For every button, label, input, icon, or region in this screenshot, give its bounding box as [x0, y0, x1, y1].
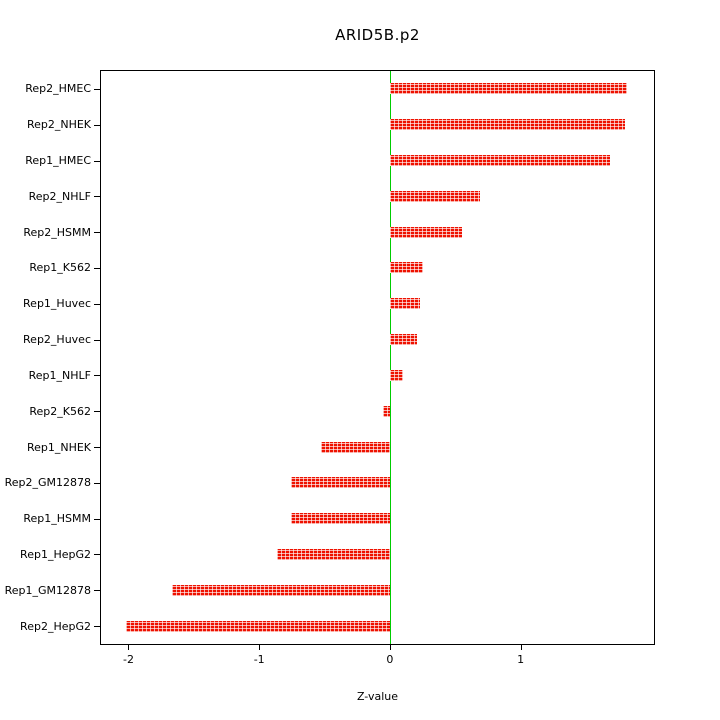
y-axis-tick	[94, 339, 100, 341]
y-tick-label: Rep1_HSMM	[23, 512, 91, 526]
y-axis-tick	[94, 626, 100, 628]
y-tick-label: Rep1_HMEC	[25, 154, 91, 168]
y-axis-tick	[94, 411, 100, 413]
bar	[389, 334, 418, 346]
x-axis-tick	[259, 644, 261, 650]
bar	[125, 620, 390, 632]
x-tick-label: 1	[517, 653, 525, 666]
y-axis-tick	[94, 375, 100, 377]
bar	[290, 477, 390, 489]
x-axis-tick	[128, 644, 130, 650]
y-tick-label: Rep2_HSMM	[23, 225, 91, 239]
y-axis-tick	[94, 554, 100, 556]
bar	[320, 441, 390, 453]
y-tick-label: Rep2_HepG2	[20, 619, 91, 633]
bar	[389, 119, 626, 131]
y-axis-tick	[94, 447, 100, 449]
y-axis-tick	[94, 267, 100, 269]
bar	[389, 83, 627, 95]
y-axis-tick	[94, 124, 100, 126]
x-tick-label: -2	[122, 653, 134, 666]
bar	[389, 262, 423, 274]
y-tick-label: Rep2_NHLF	[28, 189, 91, 203]
plot-area: -2 -1 0 1 Rep2_HMEC Rep2_NHEK Rep1_HMEC Rep2_NH…	[5, 70, 655, 666]
bar	[277, 548, 390, 560]
bar	[383, 405, 390, 417]
y-axis-tick	[94, 303, 100, 305]
y-tick-label: Rep1_HepG2	[20, 547, 91, 561]
y-axis-tick	[94, 88, 100, 90]
y-tick-label: Rep2_NHEK	[26, 118, 91, 132]
y-axis-tick	[94, 590, 100, 592]
y-axis-tick	[94, 160, 100, 162]
y-tick-label: Rep1_K562	[29, 261, 91, 275]
y-axis-tick	[94, 518, 100, 520]
bar	[389, 190, 481, 202]
bar	[389, 369, 403, 381]
x-tick-label: -1	[253, 653, 265, 666]
x-axis-label: Z-value	[356, 690, 399, 703]
zero-reference-line	[389, 71, 391, 644]
bar	[389, 298, 420, 310]
bar	[389, 155, 610, 167]
y-tick-label: Rep1_GM12878	[4, 583, 91, 597]
y-tick-label: Rep2_HMEC	[25, 82, 91, 96]
y-axis-tick	[94, 196, 100, 198]
bar	[171, 584, 390, 596]
y-axis-tick	[94, 232, 100, 234]
bar	[389, 226, 462, 238]
x-axis-tick	[520, 644, 522, 650]
y-tick-label: Rep2_Huvec	[23, 333, 91, 347]
x-axis-tick	[389, 644, 391, 650]
x-tick-label: 0	[386, 653, 394, 666]
chart-title: ARID5B.p2	[335, 26, 420, 44]
y-tick-label: Rep2_GM12878	[4, 476, 91, 490]
y-tick-label: Rep1_NHEK	[26, 440, 91, 454]
y-tick-label: Rep1_NHLF	[28, 368, 91, 382]
y-axis-tick	[94, 482, 100, 484]
y-tick-label: Rep1_Huvec	[23, 297, 91, 311]
y-tick-label: Rep2_K562	[29, 404, 91, 418]
bar	[290, 513, 390, 525]
